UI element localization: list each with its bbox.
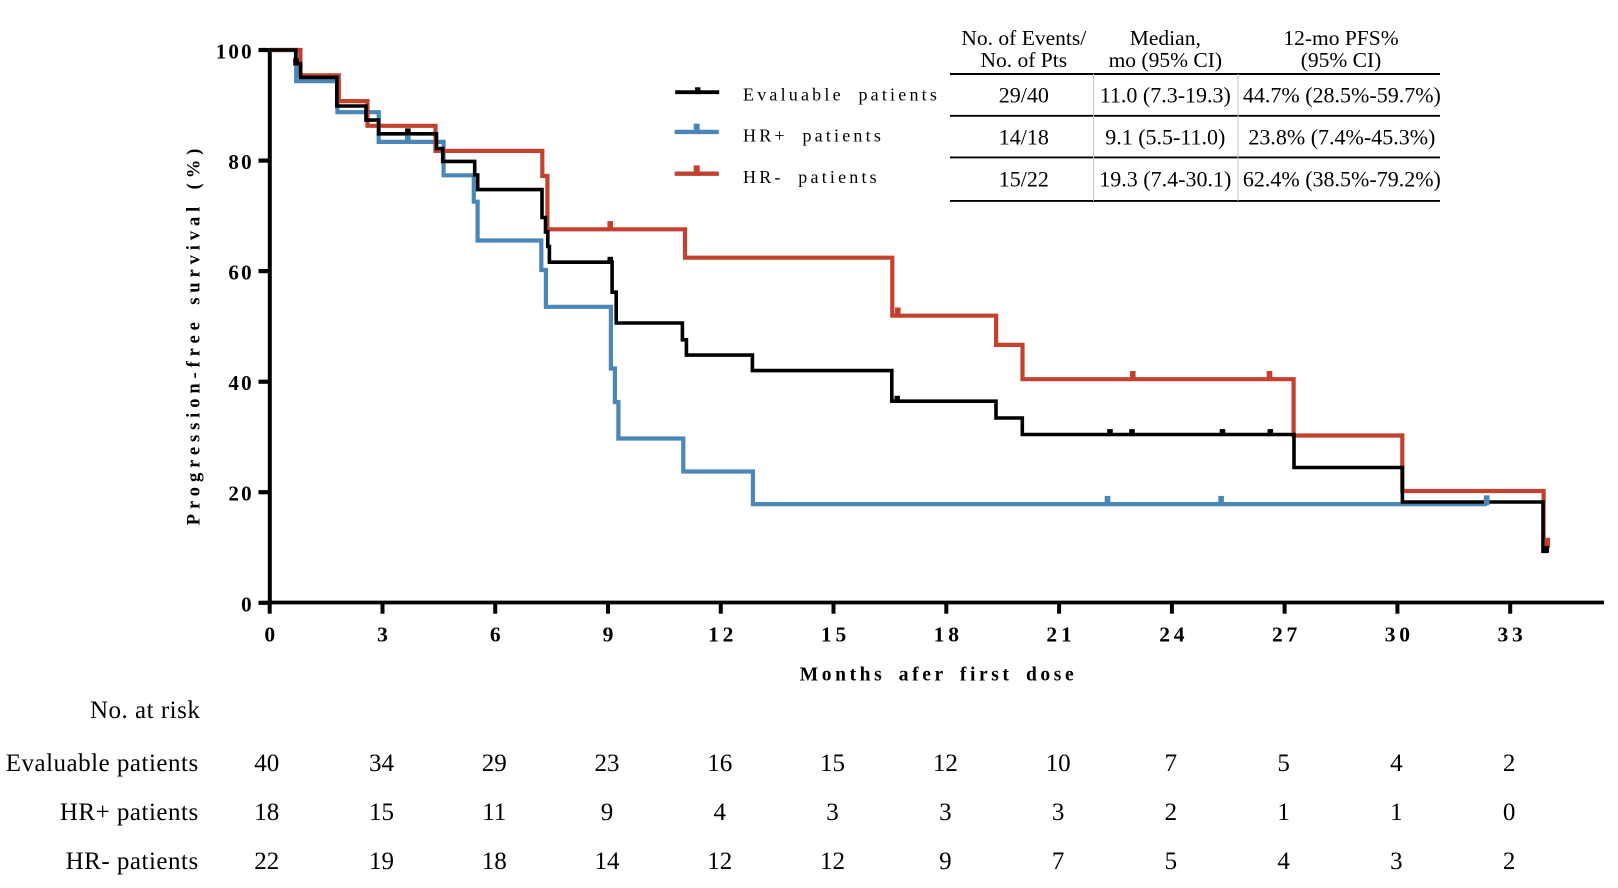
svg-text:34: 34 [369,750,395,777]
svg-text:2: 2 [1503,848,1516,875]
svg-text:29/40: 29/40 [999,83,1049,108]
svg-text:80: 80 [228,150,253,174]
svg-text:15: 15 [820,750,845,777]
svg-text:Evaluable patients: Evaluable patients [6,750,199,777]
svg-text:(95% CI): (95% CI) [1301,48,1382,72]
svg-text:62.4% (38.5%-79.2%): 62.4% (38.5%-79.2%) [1243,167,1441,192]
svg-text:No. of Events/: No. of Events/ [961,26,1086,50]
svg-text:40: 40 [254,750,279,777]
svg-text:3: 3 [939,799,952,826]
svg-text:6: 6 [490,623,505,647]
svg-text:10: 10 [1046,750,1071,777]
svg-text:16: 16 [707,750,732,777]
svg-text:4: 4 [1277,848,1290,875]
svg-text:1: 1 [1277,799,1290,826]
svg-text:0: 0 [241,592,254,616]
svg-text:5: 5 [1277,750,1290,777]
svg-text:9.1 (5.5-11.0): 9.1 (5.5-11.0) [1105,124,1225,149]
svg-text:3: 3 [1390,848,1403,875]
svg-text:0: 0 [1503,799,1516,826]
svg-text:11: 11 [482,799,506,826]
svg-text:22: 22 [254,848,279,875]
svg-text:5: 5 [1165,848,1178,875]
svg-text:12-mo PFS%: 12-mo PFS% [1283,26,1398,50]
svg-text:12: 12 [708,623,737,647]
svg-text:23: 23 [595,750,620,777]
svg-text:14/18: 14/18 [999,124,1049,149]
svg-text:HR+ patients: HR+ patients [743,125,884,145]
svg-text:20: 20 [228,482,253,506]
svg-text:23.8% (7.4%-45.3%): 23.8% (7.4%-45.3%) [1248,124,1435,149]
svg-text:2: 2 [1165,799,1178,826]
svg-text:7: 7 [1052,848,1065,875]
svg-text:30: 30 [1385,623,1414,647]
svg-text:21: 21 [1046,623,1075,647]
svg-text:44.7% (28.5%-59.7%): 44.7% (28.5%-59.7%) [1243,83,1441,108]
svg-text:Progression-free survival (%): Progression-free survival (%) [185,144,205,525]
svg-text:33: 33 [1498,623,1527,647]
svg-text:7: 7 [1165,750,1178,777]
svg-text:9: 9 [601,799,614,826]
svg-text:12: 12 [707,848,732,875]
svg-text:60: 60 [228,261,253,285]
svg-text:18: 18 [254,799,279,826]
svg-text:No. of Pts: No. of Pts [980,48,1067,72]
svg-text:9: 9 [939,848,952,875]
svg-text:No. at risk: No. at risk [90,697,200,724]
svg-text:9: 9 [603,623,618,647]
svg-text:4: 4 [1390,750,1403,777]
svg-text:19: 19 [369,848,394,875]
svg-text:2: 2 [1503,750,1516,777]
svg-text:0: 0 [264,623,279,647]
svg-text:3: 3 [826,799,839,826]
svg-text:11.0 (7.3-19.3): 11.0 (7.3-19.3) [1100,83,1231,108]
svg-text:HR- patients: HR- patients [743,167,880,187]
svg-text:Median,: Median, [1130,26,1201,50]
svg-text:mo (95% CI): mo (95% CI) [1109,48,1222,72]
svg-text:18: 18 [934,623,963,647]
svg-text:HR- patients: HR- patients [66,848,199,875]
svg-text:Months afer first dose: Months afer first dose [800,665,1077,686]
svg-text:14: 14 [595,848,621,875]
svg-text:3: 3 [1052,799,1065,826]
svg-text:Evaluable patients: Evaluable patients [743,84,940,104]
svg-text:HR+ patients: HR+ patients [60,799,199,826]
svg-text:3: 3 [377,623,392,647]
svg-text:29: 29 [482,750,507,777]
svg-text:24: 24 [1159,623,1188,647]
svg-text:18: 18 [482,848,507,875]
svg-text:27: 27 [1272,623,1301,647]
svg-text:100: 100 [216,40,254,64]
svg-text:15: 15 [369,799,394,826]
svg-text:15/22: 15/22 [999,167,1049,192]
svg-text:15: 15 [821,623,850,647]
svg-text:4: 4 [714,799,727,826]
svg-text:40: 40 [228,371,253,395]
svg-text:12: 12 [933,750,958,777]
svg-text:19.3 (7.4-30.1): 19.3 (7.4-30.1) [1099,167,1231,192]
svg-text:12: 12 [820,848,845,875]
svg-text:1: 1 [1390,799,1403,826]
